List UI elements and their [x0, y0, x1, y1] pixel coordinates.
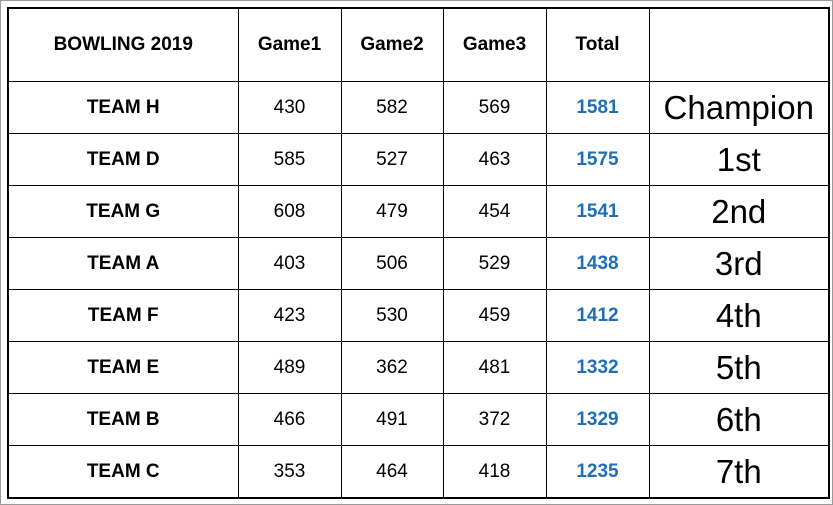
game3-score: 459 [442, 289, 547, 342]
team-name: TEAM D [7, 133, 239, 186]
placement: 4th [648, 289, 830, 342]
game2-score: 582 [340, 81, 444, 134]
total-score: 1235 [545, 445, 650, 499]
header-game2: Game2 [340, 7, 444, 82]
header-place [648, 7, 830, 82]
table-row: TEAM E 489 362 481 1332 5th [7, 341, 830, 394]
header-row: BOWLING 2019 Game1 Game2 Game3 Total [7, 7, 830, 82]
team-name: TEAM F [7, 289, 239, 342]
game3-score: 481 [442, 341, 547, 394]
total-score: 1541 [545, 185, 650, 238]
game2-score: 506 [340, 237, 444, 290]
team-name: TEAM B [7, 393, 239, 446]
game3-score: 418 [442, 445, 547, 499]
game3-score: 454 [442, 185, 547, 238]
table-row: TEAM D 585 527 463 1575 1st [7, 133, 830, 186]
table-row: TEAM F 423 530 459 1412 4th [7, 289, 830, 342]
header-total: Total [545, 7, 650, 82]
team-name: TEAM G [7, 185, 239, 238]
table-row: TEAM C 353 464 418 1235 7th [7, 445, 830, 499]
placement: 3rd [648, 237, 830, 290]
game2-score: 464 [340, 445, 444, 499]
header-game1: Game1 [237, 7, 342, 82]
team-name: TEAM C [7, 445, 239, 499]
team-name: TEAM A [7, 237, 239, 290]
game3-score: 372 [442, 393, 547, 446]
game3-score: 463 [442, 133, 547, 186]
game1-score: 585 [237, 133, 342, 186]
game1-score: 353 [237, 445, 342, 499]
total-score: 1332 [545, 341, 650, 394]
game2-score: 479 [340, 185, 444, 238]
game1-score: 403 [237, 237, 342, 290]
total-score: 1575 [545, 133, 650, 186]
bowling-scores-table: BOWLING 2019 Game1 Game2 Game3 Total TEA… [7, 7, 830, 499]
total-score: 1329 [545, 393, 650, 446]
table-row: TEAM H 430 582 569 1581 Champion [7, 81, 830, 134]
placement: 6th [648, 393, 830, 446]
game1-score: 423 [237, 289, 342, 342]
game2-score: 527 [340, 133, 444, 186]
header-game3: Game3 [442, 7, 547, 82]
placement: 1st [648, 133, 830, 186]
game3-score: 529 [442, 237, 547, 290]
game1-score: 430 [237, 81, 342, 134]
total-score: 1412 [545, 289, 650, 342]
table-row: TEAM A 403 506 529 1438 3rd [7, 237, 830, 290]
game3-score: 569 [442, 81, 547, 134]
game1-score: 466 [237, 393, 342, 446]
team-name: TEAM H [7, 81, 239, 134]
game2-score: 530 [340, 289, 444, 342]
table-row: TEAM G 608 479 454 1541 2nd [7, 185, 830, 238]
total-score: 1438 [545, 237, 650, 290]
placement: Champion [648, 81, 830, 134]
total-score: 1581 [545, 81, 650, 134]
table-row: TEAM B 466 491 372 1329 6th [7, 393, 830, 446]
game2-score: 362 [340, 341, 444, 394]
placement: 7th [648, 445, 830, 499]
header-title: BOWLING 2019 [7, 7, 239, 82]
game1-score: 608 [237, 185, 342, 238]
game1-score: 489 [237, 341, 342, 394]
team-name: TEAM E [7, 341, 239, 394]
game2-score: 491 [340, 393, 444, 446]
placement: 2nd [648, 185, 830, 238]
placement: 5th [648, 341, 830, 394]
